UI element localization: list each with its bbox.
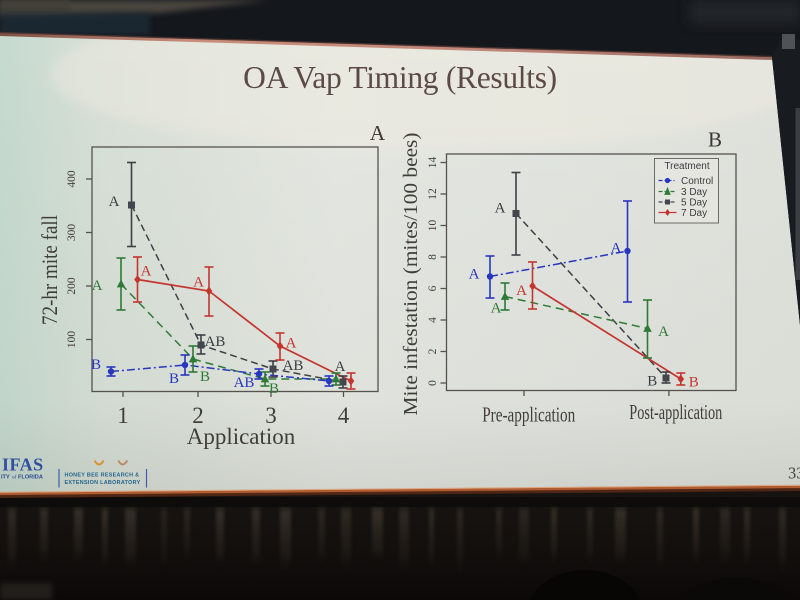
svg-text:Pre-application: Pre-application — [482, 403, 575, 427]
svg-text:300: 300 — [66, 224, 78, 242]
svg-text:0: 0 — [427, 380, 439, 386]
svg-text:B: B — [689, 375, 699, 391]
svg-text:IFAS: IFAS — [2, 455, 44, 475]
svg-text:A: A — [495, 201, 506, 217]
svg-text:ITY: ITY — [1, 475, 10, 481]
svg-text:5 Day: 5 Day — [681, 198, 707, 209]
svg-text:10: 10 — [427, 220, 439, 232]
svg-text:A: A — [335, 359, 346, 375]
svg-text:B: B — [269, 381, 279, 397]
svg-text:A: A — [141, 264, 152, 280]
svg-text:8: 8 — [427, 254, 439, 260]
svg-text:FLORIDA: FLORIDA — [18, 475, 43, 481]
svg-text:2: 2 — [192, 403, 204, 428]
svg-text:6: 6 — [427, 285, 439, 291]
svg-text:100: 100 — [66, 331, 78, 349]
svg-text:400: 400 — [66, 170, 78, 188]
svg-text:AB: AB — [205, 334, 226, 350]
svg-text:A: A — [92, 278, 103, 294]
svg-text:Mite infestation (mites/100 be: Mite infestation (mites/100 bees) — [400, 133, 422, 416]
svg-text:A: A — [370, 121, 386, 145]
svg-text:A: A — [109, 194, 120, 210]
svg-text:33: 33 — [788, 464, 800, 483]
svg-text:A: A — [516, 283, 527, 299]
svg-text:4: 4 — [427, 317, 439, 323]
svg-text:14: 14 — [427, 157, 439, 169]
svg-text:7 Day: 7 Day — [681, 208, 707, 219]
svg-text:A: A — [469, 267, 480, 283]
svg-text:A: A — [286, 336, 297, 352]
svg-text:200: 200 — [66, 277, 78, 295]
svg-text:Control: Control — [681, 176, 713, 187]
svg-text:OA Vap Timing (Results): OA Vap Timing (Results) — [243, 60, 557, 95]
svg-text:2: 2 — [427, 348, 439, 354]
svg-text:A: A — [611, 241, 622, 257]
svg-text:EXTENSION LABORATORY: EXTENSION LABORATORY — [65, 480, 141, 486]
svg-text:A: A — [658, 324, 669, 340]
svg-text:A: A — [193, 275, 204, 291]
svg-text:B: B — [169, 371, 179, 387]
svg-text:B: B — [708, 128, 722, 152]
svg-text:Application: Application — [187, 424, 296, 449]
svg-text:3 Day: 3 Day — [681, 187, 707, 198]
svg-text:A: A — [491, 301, 502, 317]
svg-text:1: 1 — [117, 403, 129, 428]
svg-text:AB: AB — [283, 358, 304, 374]
svg-text:AB: AB — [234, 375, 255, 391]
svg-text:B: B — [200, 369, 210, 385]
svg-text:3: 3 — [265, 403, 277, 428]
svg-text:Post-application: Post-application — [629, 400, 722, 424]
svg-text:Treatment: Treatment — [664, 161, 709, 172]
svg-text:B: B — [91, 357, 101, 373]
svg-text:12: 12 — [427, 188, 439, 200]
svg-text:B: B — [647, 374, 657, 390]
svg-text:72-hr mite fall: 72-hr mite fall — [37, 215, 62, 325]
svg-text:HONEY BEE RESEARCH &: HONEY BEE RESEARCH & — [65, 473, 140, 479]
svg-text:4: 4 — [338, 403, 350, 428]
svg-text:of: of — [12, 474, 17, 481]
